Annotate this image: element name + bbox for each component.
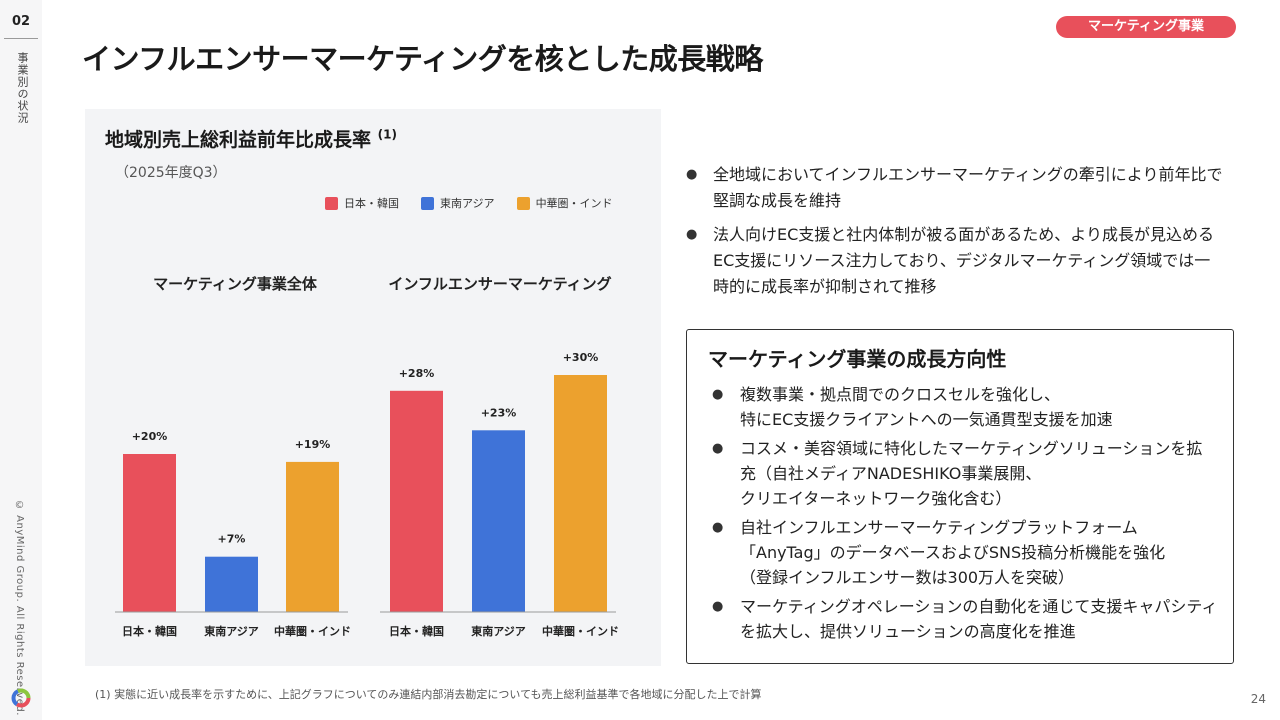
growth-direction-list: 複数事業・拠点間でのクロスセルを強化し、 特にEC支援クライアントへの一気通貫型… — [708, 382, 1218, 648]
legend-item-japan-korea: 日本・韓国 — [325, 195, 399, 211]
data-label: +19% — [295, 438, 331, 451]
bar-overall-2 — [286, 461, 339, 612]
copyright-text: © AnyMind Group. All Rights Reserved. — [14, 500, 25, 716]
growth-direction-title: マーケティング事業の成長方向性 — [708, 347, 1007, 371]
growth-direction-item: コスメ・美容領域に特化したマーケティングソリューションを拡充（自社メディアNAD… — [708, 436, 1218, 511]
category-label: 中華圏・インド — [274, 624, 351, 638]
legend-swatch — [325, 196, 338, 210]
data-label: +20% — [132, 430, 168, 443]
key-point-item: 法人向けEC支援と社内体制が被る面があるため、より成長が見込めるEC支援にリソー… — [686, 222, 1226, 300]
category-label: 日本・韓国 — [122, 624, 177, 638]
data-label: +23% — [481, 406, 517, 419]
chart-panel-title: 地域別売上総利益前年比成長率 (1) — [105, 125, 397, 152]
category-label: 東南アジア — [204, 624, 259, 638]
category-label: 中華圏・インド — [542, 624, 619, 638]
bar-overall-1 — [205, 556, 258, 612]
legend-swatch — [516, 196, 530, 210]
key-points-list: 全地域においてインフルエンサーマーケティングの牽引により前年比で堅調な成長を維持… — [686, 162, 1226, 308]
side-strip: 02 事業別の状況 © AnyMind Group. All Rights Re… — [0, 0, 42, 720]
bar-influencer-1 — [472, 430, 525, 612]
section-number: 02 — [11, 14, 31, 29]
legend-item-greater-china-india: 中華圏・インド — [516, 195, 613, 211]
legend-label: 東南アジア — [440, 197, 495, 210]
category-label: 東南アジア — [471, 624, 526, 638]
key-point-item: 全地域においてインフルエンサーマーケティングの牽引により前年比で堅調な成長を維持 — [686, 162, 1226, 214]
data-label: +7% — [218, 533, 246, 546]
chart-footnote-mark: (1) — [377, 127, 397, 142]
section-label: 事業別の状況 — [16, 52, 29, 124]
growth-direction-item: 複数事業・拠点間でのクロスセルを強化し、 特にEC支援クライアントへの一気通貫型… — [708, 382, 1218, 432]
category-label: 日本・韓国 — [389, 624, 444, 638]
chart-panel-title-text: 地域別売上総利益前年比成長率 — [105, 129, 372, 151]
page-number: 24 — [1250, 692, 1266, 706]
anymind-logo-icon — [11, 688, 31, 708]
chart-title-marketing-overall: マーケティング事業全体 — [153, 275, 317, 293]
legend-item-southeast-asia: 東南アジア — [421, 195, 495, 211]
bar-influencer-0 — [390, 390, 443, 612]
data-label: +30% — [563, 351, 599, 364]
bar-overall-0 — [123, 454, 176, 612]
page-title: インフルエンサーマーケティングを核とした成長戦略 — [82, 42, 763, 76]
growth-direction-item: マーケティングオペレーションの自動化を通じて支援キャパシティを拡大し、提供ソリュ… — [708, 594, 1218, 644]
bar-influencer-2 — [554, 375, 607, 612]
side-divider — [4, 38, 38, 39]
growth-direction-item: 自社インフルエンサーマーケティングプラットフォーム 「AnyTag」のデータベー… — [708, 515, 1218, 590]
chart-title-influencer-marketing: インフルエンサーマーケティング — [388, 275, 612, 293]
legend-swatch — [421, 196, 434, 210]
growth-direction-box: マーケティング事業の成長方向性 複数事業・拠点間でのクロスセルを強化し、 特にE… — [686, 329, 1234, 664]
chart-legend: 日本・韓国 東南アジア 中華圏・インド — [325, 195, 613, 211]
chart-panel-subtitle: （2025年度Q3） — [115, 165, 227, 181]
footnote: (1) 実態に近い成長率を示すために、上記グラフについてのみ連結内部消去勘定につ… — [95, 688, 762, 701]
category-tag: マーケティング事業 — [1056, 16, 1236, 38]
bar-charts: +20% 日本・韓国 +7% 東南アジア +19% 中華圏・インド +28% 日本・韓国 +23… — [115, 351, 619, 638]
legend-label: 日本・韓国 — [344, 197, 399, 210]
data-label: +28% — [399, 367, 435, 380]
legend-label: 中華圏・インド — [535, 197, 613, 210]
chart-panel: 地域別売上総利益前年比成長率 (1) （2025年度Q3） 日本・韓国 東南アジ… — [85, 109, 661, 666]
